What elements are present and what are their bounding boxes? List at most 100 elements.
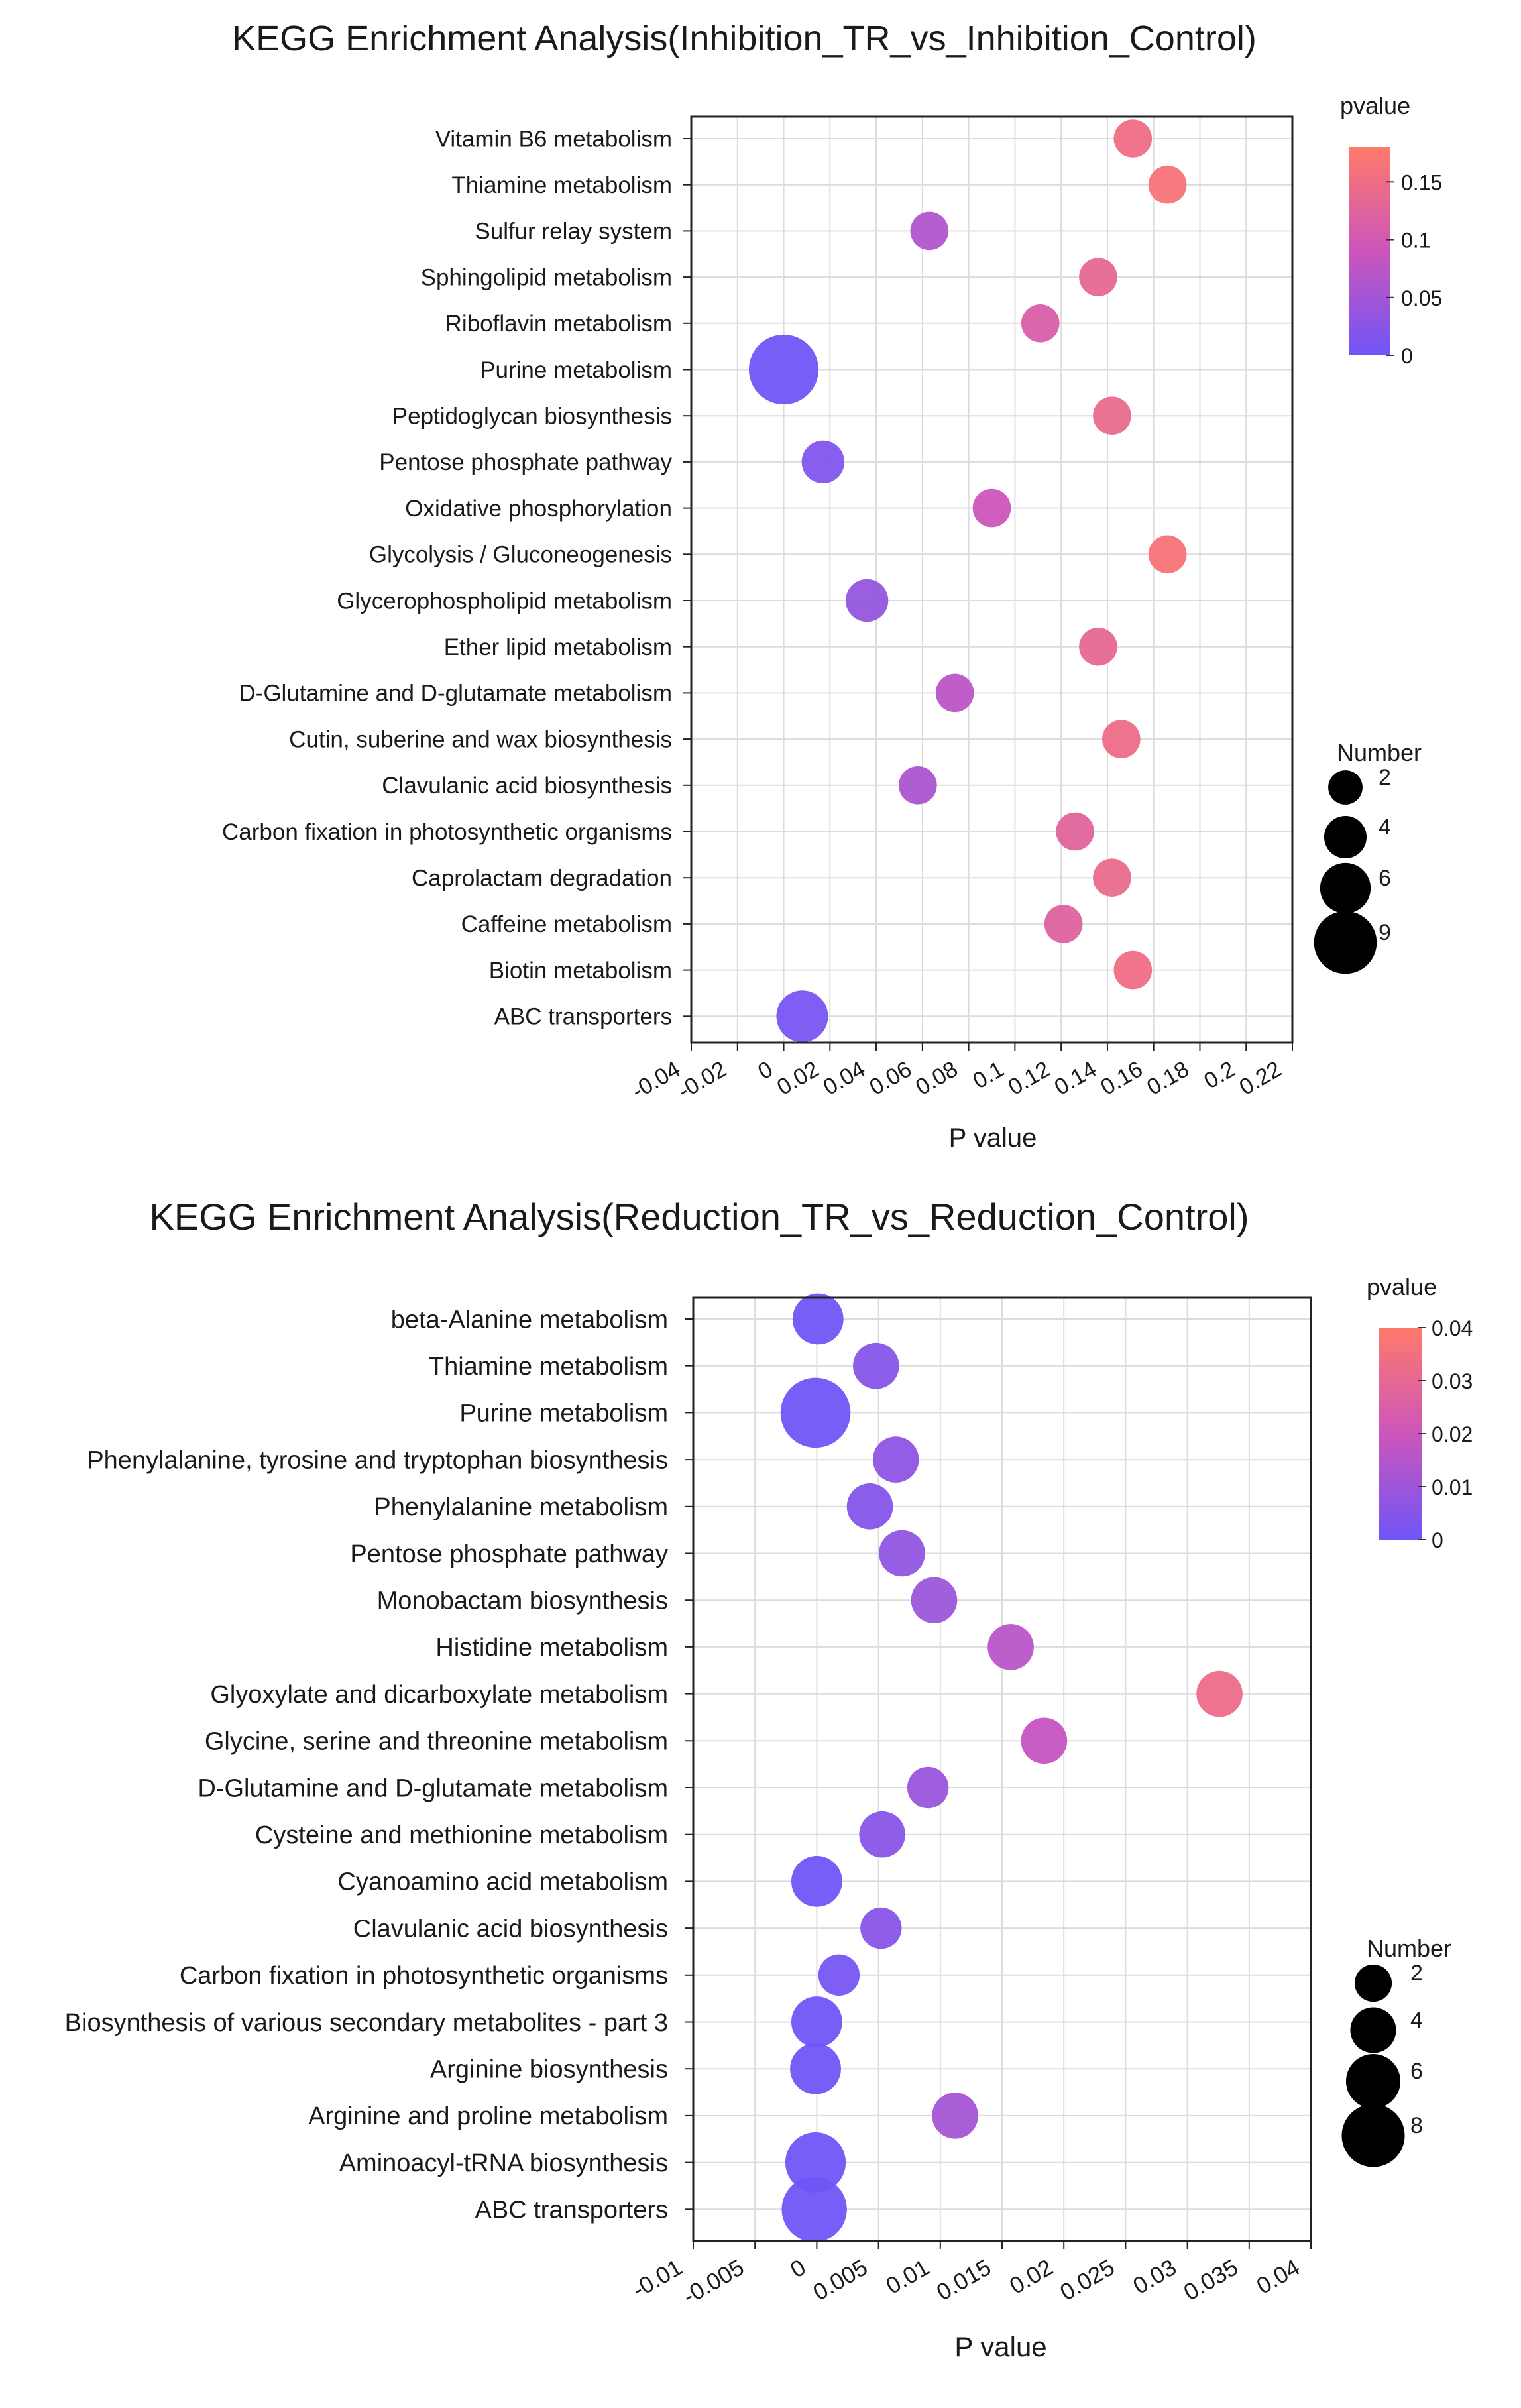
y-tick-label: Clavulanic acid biosynthesis: [382, 773, 672, 799]
size-legend-title: Number: [1337, 739, 1422, 766]
plot-frame: [690, 115, 1294, 1044]
data-point: [776, 990, 828, 1043]
data-point: [1148, 165, 1187, 204]
x-axis-label: P value: [954, 2331, 1046, 2362]
data-point: [872, 1436, 919, 1483]
y-tick-label: Vitamin B6 metabolism: [435, 126, 672, 152]
y-tick-label: Caprolactam degradation: [412, 865, 672, 891]
data-point: [790, 2043, 841, 2094]
x-tick-label: 0.035: [1179, 2254, 1242, 2306]
data-point: [792, 1293, 844, 1345]
size-legend-dot: [1314, 911, 1377, 974]
data-points: [748, 119, 1187, 1043]
data-point: [1079, 627, 1117, 666]
data-point: [818, 1954, 860, 1996]
color-legend-tick-label: 0.03: [1432, 1369, 1473, 1393]
size-legend-dot: [1345, 2053, 1401, 2109]
y-tick-label: Purine metabolism: [459, 1400, 668, 1428]
y-tick-label: Ether lipid metabolism: [444, 634, 672, 660]
x-axis-label: P value: [949, 1123, 1037, 1153]
y-tick-label: Arginine biosynthesis: [430, 2056, 668, 2084]
y-tick-label: ABC transporters: [475, 2197, 668, 2224]
data-point: [932, 2093, 978, 2139]
size-legend-dot: [1354, 1964, 1392, 2002]
y-tick-label: Cyanoamino acid metabolism: [338, 1868, 668, 1896]
x-tick-label: 0.015: [932, 2254, 995, 2306]
x-tick-label: 0.04: [1253, 2254, 1304, 2299]
size-legend-label: 6: [1379, 866, 1391, 891]
color-legend-tick-label: 0: [1432, 1528, 1443, 1552]
data-point: [1056, 812, 1094, 851]
color-legend-tick-label: 0.02: [1432, 1422, 1473, 1446]
color-scale-bar: [1349, 147, 1390, 355]
y-tick-label: Oxidative phosphorylation: [405, 496, 672, 522]
size-legend-items: 2 4 6 8: [1341, 1961, 1423, 2167]
color-legend-tick-label: 0.15: [1401, 170, 1442, 194]
y-tick-label: Purine metabolism: [480, 357, 672, 383]
data-point: [845, 579, 889, 622]
y-axis-labels: Vitamin B6 metabolism Thiamine metabolism…: [222, 126, 691, 1030]
data-point: [1044, 905, 1083, 943]
x-axis-ticks: -0.04-0.02 00.020.040.060.08 0.10.120.140.…: [628, 1043, 1293, 1104]
size-legend-dot: [1350, 2007, 1396, 2053]
size-legend-dot: [1341, 2104, 1405, 2167]
size-legend: Number 2 4 6 9: [1314, 739, 1422, 974]
size-legend-label: 2: [1379, 765, 1391, 790]
x-tick-label: 0.18: [1143, 1057, 1193, 1100]
y-tick-label: Cysteine and methionine metabolism: [255, 1821, 668, 1849]
x-tick-label: -0.005: [679, 2254, 748, 2309]
x-axis-ticks: -0.01-0.005 00.005 0.010.015 0.020.025 0.030…: [628, 2241, 1312, 2310]
x-tick-label: 0.06: [866, 1057, 916, 1100]
x-tick-label: 0.22: [1235, 1057, 1286, 1100]
y-tick-label: Glycine, serine and threonine metabolism: [205, 1728, 668, 1756]
data-point: [1113, 950, 1153, 990]
data-point: [1113, 119, 1153, 158]
color-legend-tick-label: 0: [1401, 344, 1413, 368]
y-tick-label: Glyoxylate and dicarboxylate metabolism: [210, 1681, 668, 1709]
size-legend-label: 9: [1379, 920, 1391, 945]
x-tick-label: 0.2: [1200, 1057, 1239, 1094]
y-tick-label: Phenylalanine, tyrosine and tryptophan b…: [87, 1446, 668, 1474]
x-tick-label: 0.14: [1050, 1057, 1101, 1100]
data-point: [935, 673, 974, 713]
color-legend-tick-label: 0.04: [1432, 1316, 1473, 1340]
data-points: [780, 1293, 1243, 2242]
chart-inhibition: KEGG Enrichment Analysis(Inhibition_TR_v…: [222, 19, 1442, 1153]
x-tick-label: -0.01: [628, 2254, 687, 2303]
data-point: [987, 1624, 1034, 1670]
color-legend: pvalue 0 0.05 0.1 0.15: [1340, 92, 1442, 368]
color-legend-ticks: 0 0.01 0.02 0.03 0.04: [1418, 1316, 1473, 1552]
data-point: [1093, 396, 1131, 435]
data-point: [791, 1996, 842, 2047]
data-point: [859, 1811, 905, 1858]
y-tick-label: Biosynthesis of various secondary metabo…: [65, 2009, 668, 2037]
data-point: [791, 1856, 842, 1907]
data-point: [911, 1577, 958, 1623]
data-point: [899, 766, 937, 805]
y-tick-label: Thiamine metabolism: [451, 172, 672, 198]
x-tick-label: 0.04: [819, 1057, 870, 1100]
x-tick-label: 0.03: [1129, 2254, 1180, 2299]
y-tick-label: Phenylalanine metabolism: [374, 1493, 668, 1521]
y-tick-label: Pentose phosphate pathway: [350, 1540, 668, 1568]
grid: [691, 117, 1293, 1043]
chart-title: KEGG Enrichment Analysis(Inhibition_TR_v…: [232, 19, 1257, 58]
data-point: [785, 2132, 846, 2193]
y-tick-label: Peptidoglycan biosynthesis: [392, 403, 672, 429]
y-tick-label: Riboflavin metabolism: [445, 311, 672, 337]
y-tick-label: D-Glutamine and D-glutamate metabolism: [197, 1774, 668, 1802]
color-legend-ticks: 0 0.05 0.1 0.15: [1386, 170, 1442, 368]
y-tick-label: Monobactam biosynthesis: [377, 1587, 668, 1615]
data-point: [1021, 304, 1060, 343]
y-tick-label: ABC transporters: [494, 1004, 672, 1030]
color-legend-tick-label: 0.05: [1401, 286, 1442, 310]
data-point: [748, 334, 819, 405]
x-tick-label: 0.005: [809, 2254, 872, 2306]
color-legend-tick-label: 0.01: [1432, 1475, 1473, 1499]
x-tick-label: 0.12: [1004, 1057, 1054, 1100]
x-tick-label: 0.02: [773, 1057, 823, 1100]
data-point: [1148, 535, 1187, 574]
x-tick-label: 0.02: [1005, 2254, 1057, 2299]
y-tick-label: Histidine metabolism: [435, 1634, 668, 1662]
y-tick-label: Carbon fixation in photosynthetic organi…: [180, 1962, 668, 1990]
